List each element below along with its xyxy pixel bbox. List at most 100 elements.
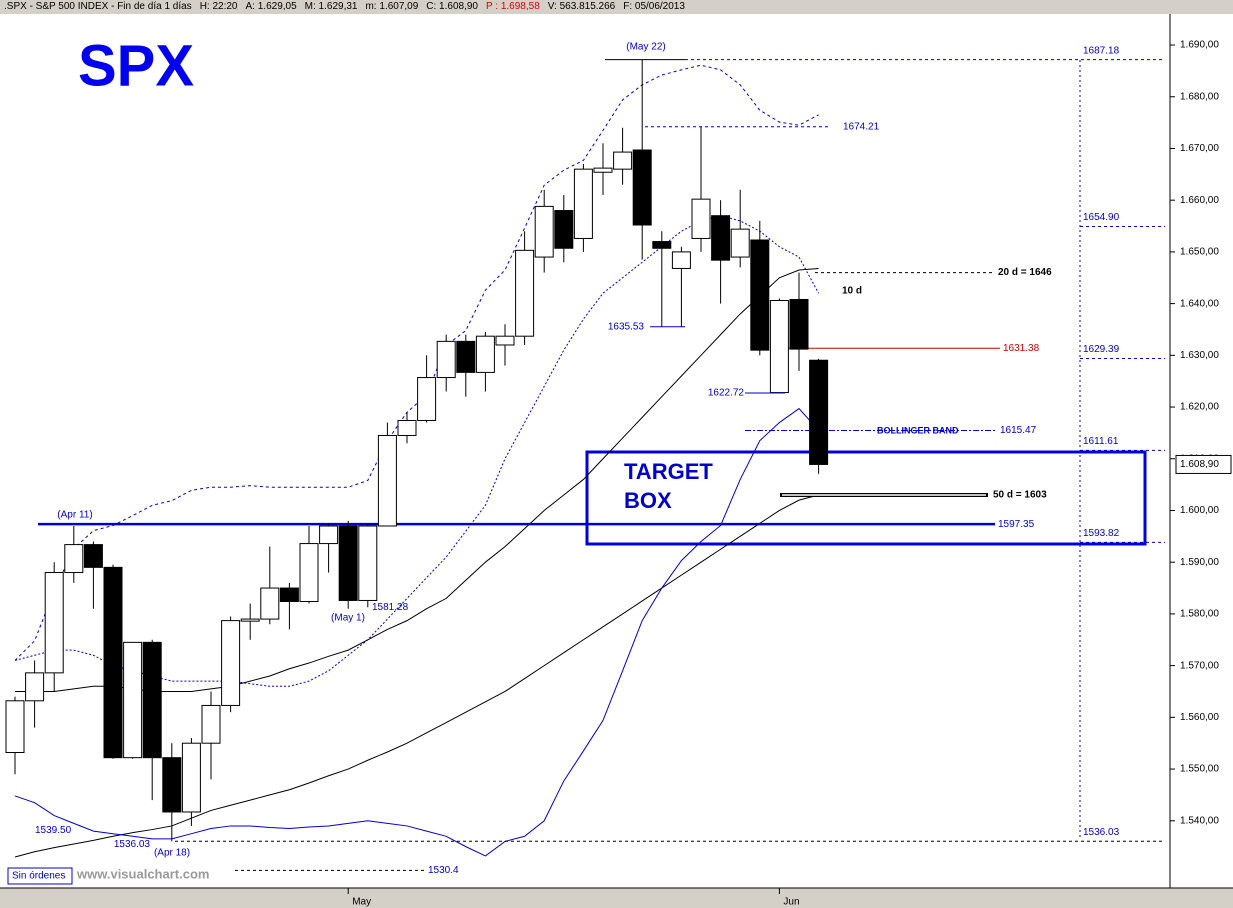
level-label: 1536.03 <box>1083 827 1120 838</box>
y-tick-label: 1.580,00 <box>1180 609 1219 620</box>
date-label: (May 22) <box>626 42 665 53</box>
point-label: 1539.50 <box>35 825 72 836</box>
level-label: 1530.4 <box>428 865 459 876</box>
point-label: 1635.53 <box>608 321 645 332</box>
candle-body <box>338 525 358 601</box>
candle-body <box>417 377 437 421</box>
target-text: TARGET <box>624 459 713 484</box>
level-label: 1597.35 <box>998 519 1035 530</box>
overlay-line <box>14 215 820 687</box>
level-label: 1654.90 <box>1083 212 1120 223</box>
candle-body <box>83 544 103 568</box>
y-tick-label: 1.600,00 <box>1180 505 1219 516</box>
candle-body <box>671 251 691 269</box>
header-item: m: 1.607,09 <box>365 1 419 12</box>
candle-body <box>25 672 45 702</box>
candle-body <box>769 300 789 394</box>
x-axis-strip <box>0 888 1233 908</box>
y-tick-label: 1.590,00 <box>1180 557 1219 568</box>
y-tick-label: 1.640,00 <box>1180 298 1219 309</box>
candle-body <box>181 742 201 813</box>
date-label: (May 1) <box>331 613 365 624</box>
header-item: H: 22:20 <box>199 1 238 12</box>
candle-body <box>103 566 123 759</box>
candle-body <box>299 543 319 602</box>
level-label: 1687.18 <box>1083 45 1120 56</box>
candle-body <box>495 335 515 346</box>
y-tick-label: 1.660,00 <box>1180 195 1219 206</box>
candle-body <box>319 525 339 545</box>
candle-body <box>358 525 378 601</box>
overlay-line <box>14 494 819 858</box>
candle-body <box>475 335 495 373</box>
y-tick-label: 1.560,00 <box>1180 712 1219 723</box>
candle-body <box>162 757 182 813</box>
candle-body <box>652 241 672 249</box>
y-tick-label: 1.570,00 <box>1180 660 1219 671</box>
header-item: A: 1.629,05 <box>245 1 297 12</box>
header-item: V: 563.815.266 <box>547 1 616 12</box>
candle-body <box>260 587 280 620</box>
y-tick-label: 1.670,00 <box>1180 143 1219 154</box>
header-item: M: 1.629,31 <box>304 1 358 12</box>
chart-title: SPX <box>78 33 194 98</box>
candle-body <box>142 641 162 759</box>
date-label: (Apr 18) <box>154 848 190 859</box>
candle-body <box>123 641 143 759</box>
level-label: 1674.21 <box>843 121 880 132</box>
status-text[interactable]: Sin órdenes <box>12 871 65 882</box>
y-tick-label: 1.690,00 <box>1180 40 1219 51</box>
level-label: 1611.61 <box>1083 436 1119 447</box>
header-item: .SPX - S&P 500 INDEX - Fin de día 1 días <box>4 1 192 12</box>
site-text: www.visualchart.com <box>76 866 209 881</box>
candle-body <box>711 215 731 261</box>
y-tick-label: 1.620,00 <box>1180 402 1219 413</box>
level-label: 1615.47 <box>1000 425 1037 436</box>
candle-body <box>201 704 221 744</box>
annotation: 10 d <box>842 286 862 297</box>
header-item: C: 1.608,90 <box>426 1 478 12</box>
point-label: 1622.72 <box>708 388 745 399</box>
candle-body <box>691 198 711 239</box>
last-price-label: 1.608,90 <box>1180 459 1219 470</box>
candle-body <box>593 167 613 173</box>
candle-body <box>377 434 397 527</box>
candle-body <box>750 239 770 351</box>
level-label: 1629.39 <box>1083 344 1120 355</box>
candle-body <box>809 359 829 465</box>
candle-body <box>240 618 260 622</box>
last-price-box <box>1175 454 1232 474</box>
level-label: 1593.82 <box>1083 528 1120 539</box>
candle-body <box>221 620 241 706</box>
candle-body <box>632 149 652 226</box>
candle-body <box>5 700 25 754</box>
y-tick-label: 1.630,00 <box>1180 350 1219 361</box>
overlay-line <box>14 64 819 661</box>
y-tick-label: 1.540,00 <box>1180 815 1219 826</box>
y-tick-label: 1.650,00 <box>1180 247 1219 258</box>
level-label: 20 d = 1646 <box>998 267 1052 278</box>
level-label: 1631.38 <box>1003 343 1040 354</box>
target-text: BOX <box>624 488 672 513</box>
point-label: 1581.28 <box>372 602 409 613</box>
candle-body <box>789 298 809 350</box>
header-bar: .SPX - S&P 500 INDEX - Fin de día 1 días… <box>0 0 1233 14</box>
candle-body <box>573 168 593 239</box>
y-tick-label: 1.680,00 <box>1180 91 1219 102</box>
candle-body <box>279 587 299 602</box>
candle-body <box>456 340 476 373</box>
level-label: 50 d = 1603 <box>993 490 1047 501</box>
status-box[interactable] <box>7 867 73 885</box>
overlay-line <box>14 407 819 857</box>
x-tick-label: Jun <box>783 897 799 908</box>
candle-body <box>554 210 574 249</box>
candle-body <box>534 205 554 258</box>
candle-body <box>436 340 456 379</box>
header-item: F: 05/06/2013 <box>623 1 685 12</box>
target-box <box>585 450 1147 546</box>
x-tick-label: May <box>352 897 371 908</box>
date-label: (Apr 11) <box>57 510 92 521</box>
candle-body <box>613 151 633 170</box>
